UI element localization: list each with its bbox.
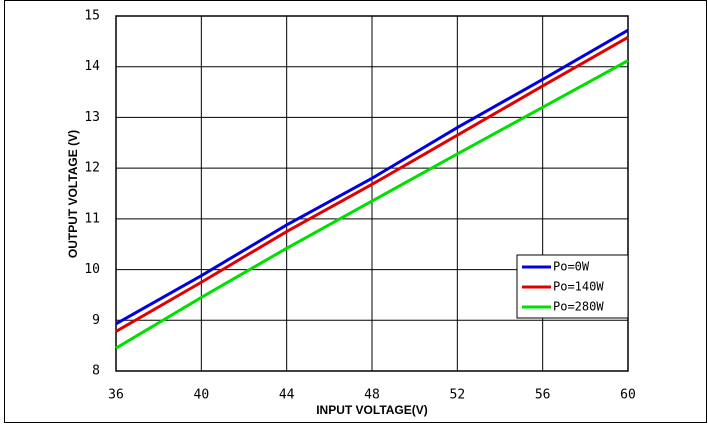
y-tick-label: 11 — [84, 211, 100, 226]
x-axis-title: INPUT VOLTAGE(V) — [316, 403, 428, 417]
x-tick-label: 40 — [194, 388, 210, 403]
x-tick-label: 52 — [450, 388, 466, 403]
legend-label: Po=0W — [553, 260, 590, 274]
x-tick-label: 48 — [364, 388, 380, 403]
y-tick-label: 10 — [84, 262, 100, 277]
plot-border — [115, 15, 629, 372]
x-tick-label: 56 — [535, 388, 551, 403]
legend-label: Po=280W — [553, 300, 604, 314]
y-axis-title: OUTPUT VOLTAGE (V) — [66, 130, 80, 258]
x-tick-label: 60 — [620, 388, 636, 403]
y-tick-label: 8 — [92, 364, 100, 379]
y-tick-label: 13 — [84, 110, 100, 125]
y-tick-label: 14 — [84, 59, 100, 74]
y-tick-label: 15 — [84, 9, 100, 24]
x-tick-label: 44 — [279, 388, 295, 403]
frame — [4, 0, 707, 423]
series-line — [115, 28, 629, 326]
series-line — [115, 35, 629, 333]
y-tick-label: 12 — [84, 161, 100, 176]
series-line — [115, 59, 629, 350]
x-tick-label: 36 — [108, 388, 124, 403]
legend-label: Po=140W — [553, 280, 604, 294]
y-tick-label: 9 — [92, 313, 100, 328]
